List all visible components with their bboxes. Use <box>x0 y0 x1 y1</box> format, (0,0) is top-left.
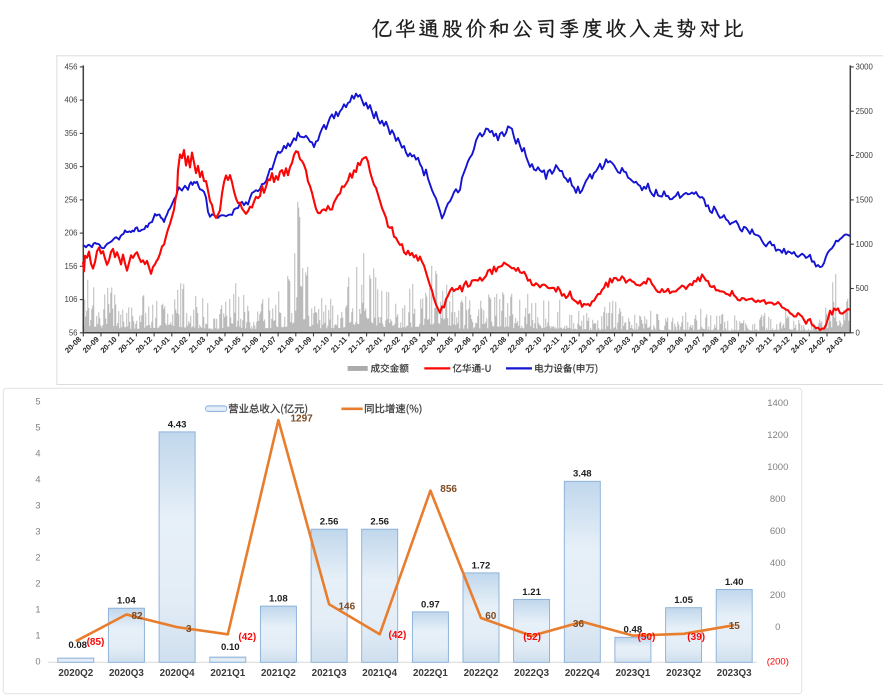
svg-text:1400: 1400 <box>767 398 788 409</box>
svg-text:0: 0 <box>35 657 40 667</box>
svg-text:2021Q1: 2021Q1 <box>210 668 245 679</box>
svg-text:(42): (42) <box>389 630 407 641</box>
svg-text:146: 146 <box>339 602 356 613</box>
svg-text:200: 200 <box>770 590 786 601</box>
svg-text:(52): (52) <box>523 632 541 643</box>
svg-text:1200: 1200 <box>767 430 788 441</box>
svg-text:4.43: 4.43 <box>168 419 187 430</box>
svg-text:0.08: 0.08 <box>68 640 87 651</box>
svg-text:256: 256 <box>64 196 77 205</box>
svg-text:0: 0 <box>856 328 861 337</box>
svg-text:36: 36 <box>573 619 585 630</box>
svg-text:2021Q2: 2021Q2 <box>261 668 296 679</box>
svg-text:3.48: 3.48 <box>573 469 592 480</box>
svg-text:2023Q1: 2023Q1 <box>615 668 650 679</box>
svg-text:5: 5 <box>35 423 40 433</box>
svg-text:2020Q2: 2020Q2 <box>58 668 93 679</box>
svg-text:400: 400 <box>770 558 786 569</box>
svg-text:2022Q1: 2022Q1 <box>413 668 448 679</box>
svg-text:(85): (85) <box>87 637 105 648</box>
svg-text:2.56: 2.56 <box>370 517 389 528</box>
svg-text:2022Q3: 2022Q3 <box>514 668 549 679</box>
svg-text:2: 2 <box>35 579 40 589</box>
svg-text:82: 82 <box>132 611 144 622</box>
svg-text:60: 60 <box>485 611 497 622</box>
svg-text:1: 1 <box>35 631 40 641</box>
svg-text:56: 56 <box>69 328 78 337</box>
svg-text:1.05: 1.05 <box>674 595 693 606</box>
svg-text:1.72: 1.72 <box>472 560 491 571</box>
svg-text:1.08: 1.08 <box>269 594 288 605</box>
svg-text:2022Q2: 2022Q2 <box>464 668 499 679</box>
svg-text:1.40: 1.40 <box>725 577 744 588</box>
svg-text:3: 3 <box>35 527 40 537</box>
svg-text:2.56: 2.56 <box>320 517 339 528</box>
svg-text:856: 856 <box>440 484 457 495</box>
svg-text:2022Q4: 2022Q4 <box>565 668 600 679</box>
svg-text:2023Q2: 2023Q2 <box>666 668 701 679</box>
svg-text:2: 2 <box>35 553 40 563</box>
svg-text:3000: 3000 <box>856 63 874 72</box>
svg-text:1.04: 1.04 <box>117 596 136 607</box>
svg-text:(42): (42) <box>238 632 256 643</box>
svg-text:15: 15 <box>729 621 741 632</box>
svg-text:1297: 1297 <box>291 414 314 425</box>
svg-text:0: 0 <box>775 622 780 633</box>
svg-text:(200): (200) <box>767 657 789 668</box>
svg-text:2000: 2000 <box>856 151 874 160</box>
svg-text:456: 456 <box>64 63 77 72</box>
svg-text:2500: 2500 <box>856 107 874 116</box>
svg-text:0.10: 0.10 <box>221 642 240 653</box>
svg-text:306: 306 <box>64 162 77 171</box>
svg-text:356: 356 <box>64 129 77 138</box>
svg-text:406: 406 <box>64 96 77 105</box>
svg-text:4: 4 <box>35 475 40 485</box>
svg-text:(50): (50) <box>638 632 656 643</box>
svg-text:5: 5 <box>35 397 40 407</box>
svg-text:2020Q4: 2020Q4 <box>160 668 195 679</box>
svg-text:206: 206 <box>64 229 77 238</box>
svg-text:800: 800 <box>770 494 786 505</box>
svg-text:0.48: 0.48 <box>624 625 643 636</box>
svg-text:1.21: 1.21 <box>522 587 541 598</box>
svg-text:2021Q3: 2021Q3 <box>312 668 347 679</box>
svg-text:1500: 1500 <box>856 196 874 205</box>
svg-text:600: 600 <box>770 526 786 537</box>
svg-text:1000: 1000 <box>767 462 788 473</box>
svg-text:1: 1 <box>35 605 40 615</box>
svg-text:1000: 1000 <box>856 240 874 249</box>
svg-text:4: 4 <box>35 449 40 459</box>
svg-text:2021Q4: 2021Q4 <box>362 668 397 679</box>
svg-text:(39): (39) <box>687 632 705 643</box>
svg-text:2023Q3: 2023Q3 <box>717 668 752 679</box>
svg-text:3: 3 <box>186 624 192 635</box>
svg-text:500: 500 <box>856 284 870 293</box>
svg-text:3: 3 <box>35 501 40 511</box>
svg-text:156: 156 <box>64 262 77 271</box>
svg-text:0.97: 0.97 <box>421 599 440 610</box>
svg-text:106: 106 <box>64 295 77 304</box>
svg-text:2020Q3: 2020Q3 <box>109 668 144 679</box>
